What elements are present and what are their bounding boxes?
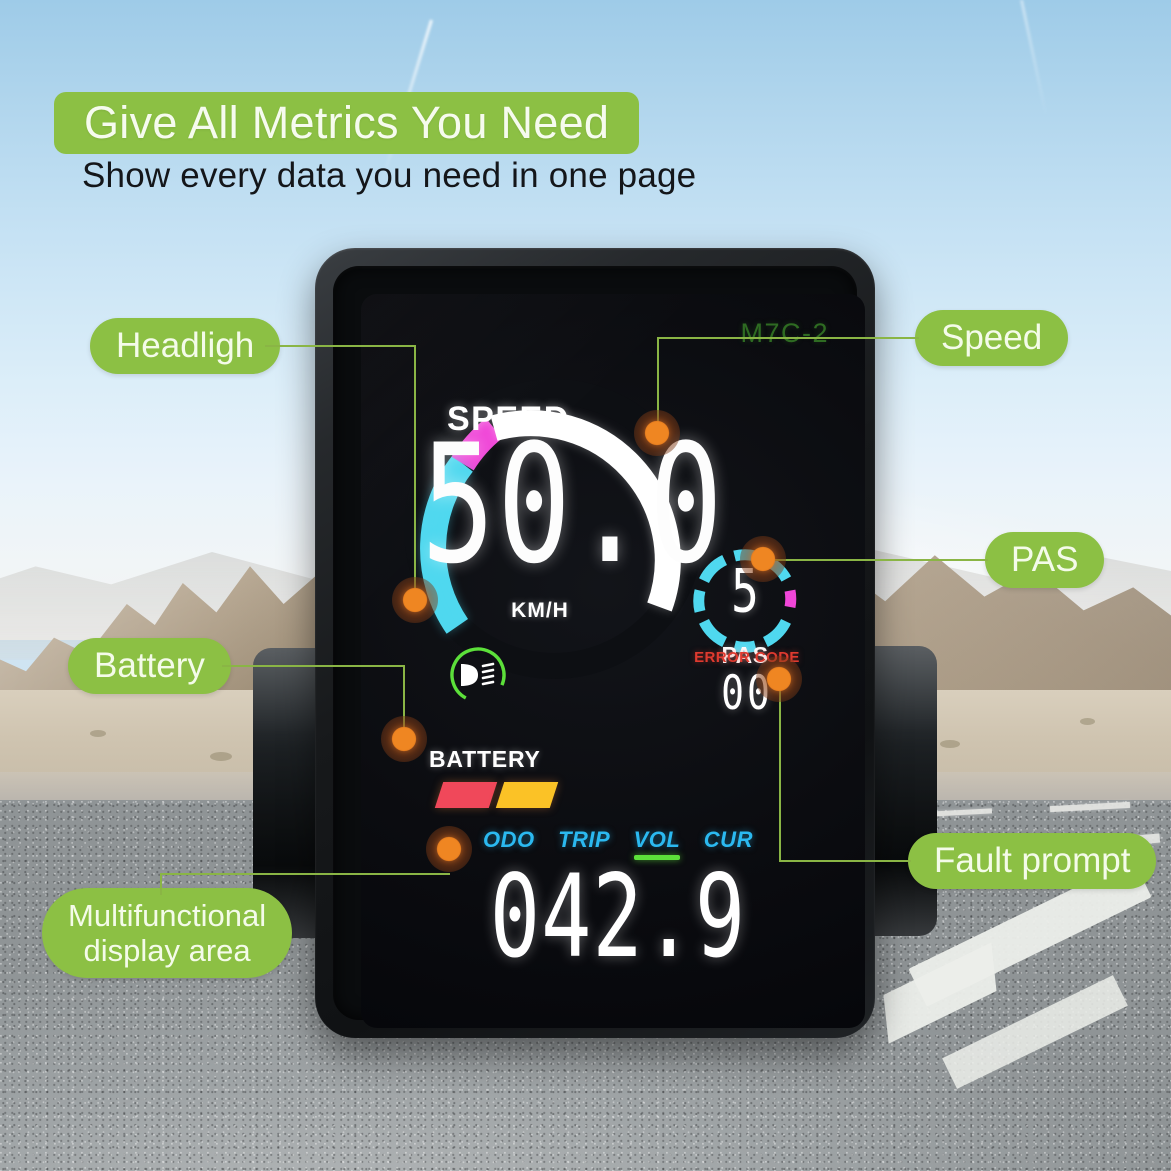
tab-trip[interactable]: TRIP xyxy=(558,827,611,852)
hotspot-battery[interactable] xyxy=(381,716,427,762)
lead-pas-h xyxy=(770,559,988,561)
speed-value: 50.0 xyxy=(421,409,725,601)
tab-cur[interactable]: CUR xyxy=(703,827,753,852)
callout-speed-label: Speed xyxy=(941,318,1043,357)
callout-pas: PAS xyxy=(985,532,1105,588)
callout-speed: Speed xyxy=(915,310,1069,366)
callout-pas-label: PAS xyxy=(1011,540,1079,579)
tab-vol[interactable]: VOL xyxy=(633,827,681,860)
lead-headlight-v xyxy=(414,345,416,600)
lead-battery-h xyxy=(222,665,404,667)
callout-multifunction: Multifunctional display area xyxy=(42,888,293,979)
battery-block: BATTERY xyxy=(429,746,559,808)
battery-bar-1 xyxy=(434,782,498,808)
hotspot-pas[interactable] xyxy=(740,536,786,582)
page-subtitle: Show every data you need in one page xyxy=(82,156,697,195)
speed-unit: KM/H xyxy=(511,599,569,622)
lead-headlight-h xyxy=(265,345,415,347)
lead-multi-v xyxy=(160,873,162,895)
device-bezel-inner: M7C-2 SPEED 50.0 xyxy=(333,266,865,1028)
hotspot-multifunction[interactable] xyxy=(426,826,472,872)
headlight-icon xyxy=(447,644,509,706)
lead-speed-v xyxy=(657,337,659,432)
lead-speed-h xyxy=(657,337,919,339)
tab-odo[interactable]: ODO xyxy=(483,827,535,852)
display-device: M7C-2 SPEED 50.0 xyxy=(253,248,937,1038)
multifunction-tabs: ODO TRIP VOL CUR xyxy=(483,827,753,860)
callout-fault-label: Fault prompt xyxy=(934,841,1131,880)
lead-fault-h xyxy=(779,860,911,862)
lcd-screen: M7C-2 SPEED 50.0 xyxy=(361,294,865,1028)
hotspot-fault[interactable] xyxy=(756,656,802,702)
model-label: M7C-2 xyxy=(740,318,829,348)
hotspot-speed[interactable] xyxy=(634,410,680,456)
callout-fault: Fault prompt xyxy=(908,833,1157,889)
battery-bar-2 xyxy=(495,782,559,808)
callout-headlight-label: Headligh xyxy=(116,326,255,365)
page-title: Give All Metrics You Need xyxy=(84,97,610,148)
title-banner: Give All Metrics You Need xyxy=(54,92,640,154)
pas-dial: 5 xyxy=(691,547,799,655)
battery-bars xyxy=(434,782,559,808)
battery-label: BATTERY xyxy=(429,746,541,772)
device-bezel: M7C-2 SPEED 50.0 xyxy=(315,248,875,1038)
multifunction-value: 042.9 xyxy=(489,849,747,984)
speed-label: SPEED xyxy=(447,400,570,438)
callout-battery-label: Battery xyxy=(94,646,205,685)
callout-multifunction-line2: display area xyxy=(83,933,251,969)
callout-battery: Battery xyxy=(68,638,231,694)
hotspot-headlight[interactable] xyxy=(392,577,438,623)
callout-multifunction-line1: Multifunctional xyxy=(68,898,267,933)
lead-battery-v xyxy=(403,665,405,740)
lead-fault-v xyxy=(779,690,781,862)
lead-multi-h xyxy=(160,873,450,875)
callout-headlight: Headligh xyxy=(90,318,281,374)
speed-gauge-arc xyxy=(393,368,715,690)
